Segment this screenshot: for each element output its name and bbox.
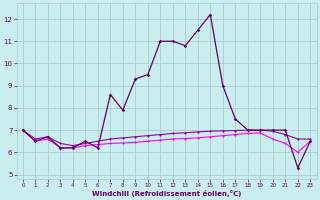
X-axis label: Windchill (Refroidissement éolien,°C): Windchill (Refroidissement éolien,°C): [92, 190, 241, 197]
